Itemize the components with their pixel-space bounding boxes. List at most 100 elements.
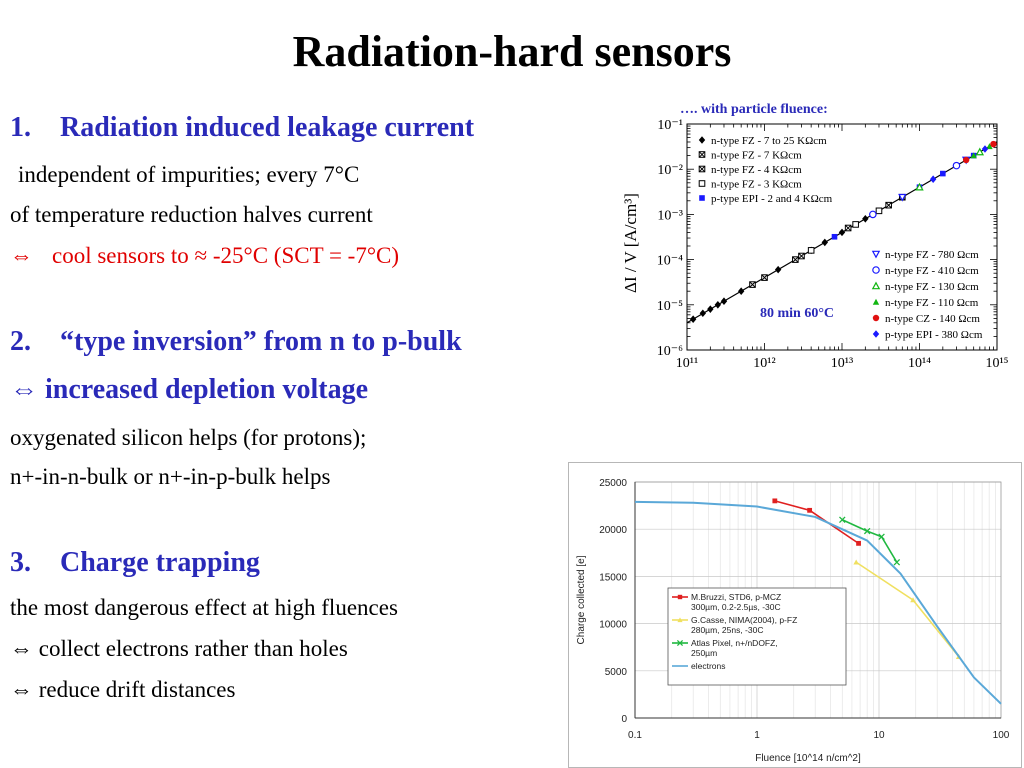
chart-2-x-tick-label: 0.1 [628, 730, 642, 741]
chart-1-series-1 [749, 201, 892, 288]
chart-1-legend-marker [698, 165, 706, 173]
chart-1-legend-marker [872, 298, 880, 305]
chart-1-data-point-cross [844, 224, 852, 232]
chart-2-legend-marker [677, 594, 683, 600]
chart-2-x-tick-label: 100 [993, 730, 1010, 741]
chart-2-legend-marker [677, 617, 683, 623]
chart-1-data-point-cross [792, 256, 799, 263]
chart-1-x-axis-label: Φeq [cm⁻²] [809, 373, 888, 376]
section-3-arrow-line-1: ⇔ collect electrons rather than holes [10, 636, 348, 662]
chart-1-title: …. with particle fluence: [680, 102, 828, 117]
arrow-icon: ⇔ [10, 636, 33, 661]
section-3-arrow-text-2: reduce drift distances [38, 677, 236, 702]
chart-2-y-tick-label: 0 [621, 714, 627, 725]
chart-2-series-line-3 [634, 500, 1002, 705]
chart-1-data-point [689, 315, 697, 324]
chart-1-legend-label: n-type FZ - 130 Ωcm [885, 281, 979, 293]
section-3-heading-text: Charge trapping [60, 547, 260, 578]
chart-1-legend-label: n-type FZ - 7 KΩcm [711, 150, 802, 162]
chart-2-y-tick-label: 10000 [599, 620, 627, 631]
section-2-line-1: oxygenated silicon helps (for protons); [10, 425, 367, 450]
section-2-arrow-heading-text: increased depletion voltage [45, 374, 369, 405]
chart-2-legend-label: electrons [691, 661, 726, 671]
chart-1-data-point [929, 175, 937, 184]
chart-1-data-point [807, 247, 815, 254]
section-2-line-2: n+-in-n-bulk or n+-in-p-bulk helps [10, 464, 331, 489]
chart-1-legend-marker [698, 136, 706, 144]
section-3-line-1: the most dangerous effect at high fluenc… [10, 595, 398, 620]
chart-1-series-6 [869, 161, 961, 219]
section-1-heading: 1. Radiation induced leakage current [10, 112, 474, 144]
chart-2-y-tick-label: 25000 [599, 478, 627, 489]
chart-2-legend-label-line: electrons [691, 661, 726, 671]
chart-1-y-axis-label: ΔI / V [A/cm³] [621, 193, 640, 293]
chart-1-annotation: 80 min 60°C [760, 306, 834, 321]
chart-1-data-point [986, 143, 993, 150]
chart-1-data-point [737, 287, 745, 295]
chart-1-x-tick-label: 10¹⁵ [985, 356, 1008, 371]
chart-2-y-tick-label: 15000 [599, 572, 627, 583]
section-2-number: 2. [10, 326, 31, 357]
chart-2-data-point [893, 558, 901, 566]
chart-1-legend-marker [871, 281, 881, 290]
section-3-heading: 3. Charge trapping [10, 547, 260, 579]
chart-2-data-point [863, 527, 871, 535]
chart-1-y-tick-label: 10⁻⁶ [657, 344, 683, 359]
chart-1-data-point [838, 228, 846, 237]
chart-1-x-tick-label: 10¹⁴ [908, 356, 931, 371]
chart-2-y-tick-label: 20000 [599, 525, 627, 536]
chart-1-data-point [940, 170, 946, 177]
chart-1-data-point [975, 147, 985, 156]
chart-1-legend-marker [872, 266, 880, 274]
chart-2-x-tick-label: 1 [754, 730, 760, 741]
chart-1-data-point [981, 145, 989, 153]
slide-title: Radiation-hard sensors [292, 27, 732, 76]
chart-1-data-point [831, 233, 838, 240]
section-1-number: 1. [10, 112, 31, 143]
chart-2-legend-label-line: Atlas Pixel, n+/nDOFZ, [691, 638, 778, 648]
section-1-arrow-line: ⇔ cool sensors to ≈ -25°C (SCT = -7°C) [10, 243, 399, 269]
chart-1-legend-marker [698, 180, 706, 187]
chart-2-x-axis-label: Fluence [10^14 n/cm^2] [755, 753, 861, 764]
chart-2-data-point [878, 533, 885, 541]
chart-2-series-markers-1 [853, 559, 962, 659]
chart-1-y-tick-label: 10⁻¹ [657, 118, 683, 133]
chart-1-legend-marker-cross [698, 151, 706, 158]
chart-1-x-tick-label: 10¹³ [831, 356, 853, 371]
chart-2-legend-marker [676, 639, 684, 647]
chart-1-legend-marker-cross [698, 165, 706, 173]
chart-1-data-point [885, 201, 892, 209]
chart-1-data-point [915, 182, 924, 191]
arrow-icon: ⇔ [10, 374, 38, 405]
chart-1-x-tick-label: 10¹² [753, 356, 775, 371]
chart-1-legend-marker [699, 195, 705, 201]
chart-1-data-point [962, 156, 970, 164]
chart-1-y-tick-label: 10⁻⁴ [657, 254, 683, 269]
section-3-number: 3. [10, 547, 31, 578]
chart-1-legend-label: p-type EPI - 380 Ωcm [885, 329, 983, 341]
chart-1-series-7 [915, 147, 985, 191]
chart-1-data-point [707, 305, 714, 313]
chart-1-data-point [749, 281, 756, 288]
chart-1-legend-marker [872, 330, 880, 338]
leakage-current-chart: …. with particle fluence: 10¹¹ 10¹² 10¹³ 10¹… [620, 100, 1020, 376]
section-2-heading: 2. “type inversion” from n to p-bulk [10, 326, 462, 358]
chart-1-data-point [761, 274, 768, 281]
chart-1-data-point [970, 152, 977, 159]
chart-2-series-markers-0 [772, 498, 861, 546]
arrow-icon: ⇔ [10, 243, 33, 268]
chart-1-data-point [844, 224, 852, 232]
chart-2-legend-label: G.Casse, NIMA(2004), p-FZ 280µm, 25ns, -3… [691, 615, 797, 635]
charge-collected-chart: 0.1 1 10 100 0 5000 10000 15000 20000 25000 Fluenc… [568, 462, 1022, 768]
chart-1-data-point [852, 221, 859, 228]
section-1-line-1: independent of impurities; every 7°C [18, 162, 360, 187]
section-2-heading-text: “type inversion” from n to p-bulk [60, 326, 462, 357]
chart-1-data-point-cross [798, 252, 805, 260]
chart-1-legend-label: n-type FZ - 7 to 25 KΩcm [711, 135, 827, 147]
chart-1-data-point [714, 301, 722, 309]
chart-1-series-9 [962, 140, 997, 164]
chart-1-y-tick-label: 10⁻⁵ [657, 299, 683, 314]
chart-1-legend-label: n-type CZ - 140 Ωcm [885, 313, 980, 325]
chart-2-data-point [910, 597, 916, 603]
chart-1-data-point [990, 140, 997, 148]
